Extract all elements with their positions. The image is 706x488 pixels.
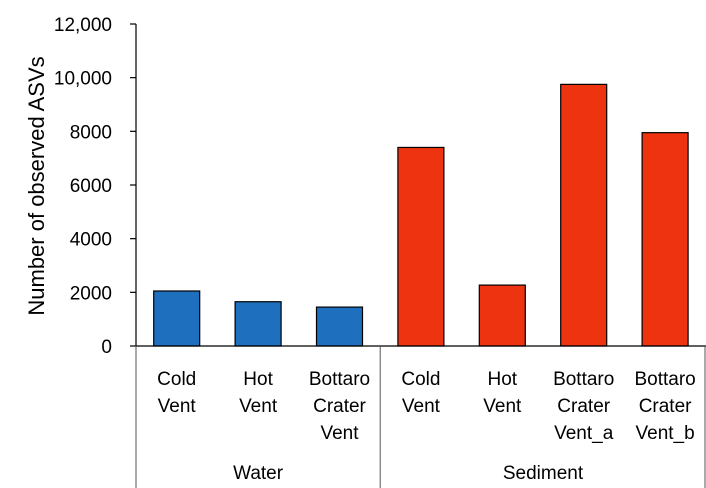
y-tick-label: 2000	[70, 283, 112, 304]
bar-water-1	[153, 290, 201, 347]
y-axis-title: Number of observed ASVs	[24, 56, 49, 315]
x-axis: Cold Vent Hot Vent Bottaro Crater Vent Water Col…	[135, 345, 706, 488]
x-category-label: Cold Vent	[157, 369, 196, 417]
y-axis: 0 2000 4000 6000 8000 10,000 12,000	[54, 15, 137, 358]
y-tick-label: 8000	[70, 122, 112, 143]
x-category-label: Bottaro Crater Vent_b	[634, 369, 695, 444]
bar-sediment-1	[397, 146, 445, 347]
y-tick-label: 6000	[70, 176, 112, 197]
y-tick-label: 12,000	[54, 15, 112, 36]
x-category-label: Cold Vent	[401, 369, 440, 417]
x-category-label: Hot Vent	[239, 369, 278, 417]
x-category-label: Bottaro Crater Vent	[309, 369, 370, 444]
bars	[153, 83, 689, 347]
bar-water-2	[234, 301, 282, 347]
bar-sediment-2	[478, 284, 526, 347]
x-category-label: Bottaro Crater Vent_a	[553, 369, 614, 444]
bar-water-3	[315, 306, 364, 347]
bar-sediment-4	[641, 132, 689, 347]
y-tick-label: 0	[101, 337, 112, 358]
x-category-label: Hot Vent	[483, 369, 522, 417]
group-label-water: Water	[233, 463, 284, 484]
y-tick-label: 10,000	[54, 69, 112, 90]
y-tick-label: 4000	[70, 230, 112, 251]
group-label-sediment: Sediment	[503, 463, 584, 484]
bar-sediment-3	[560, 83, 608, 347]
